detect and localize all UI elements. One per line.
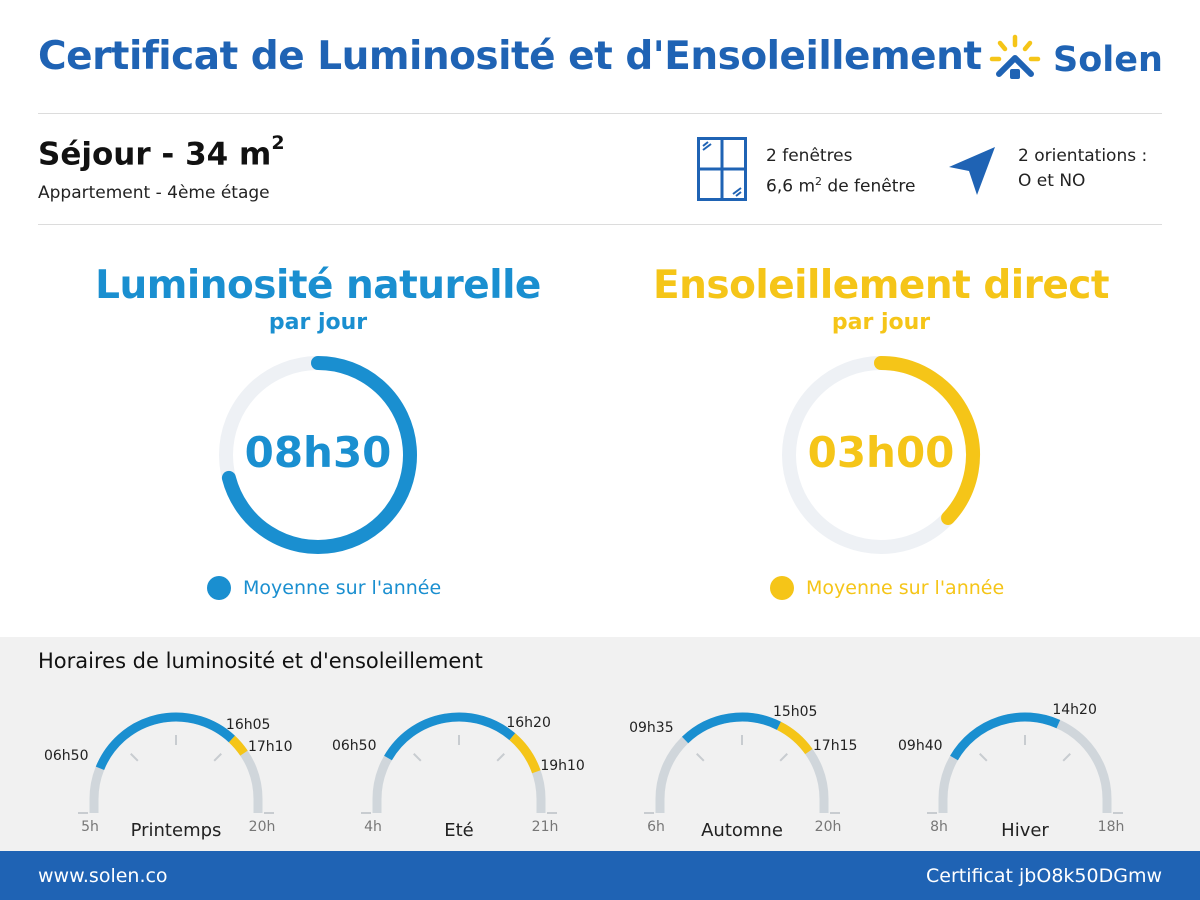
area-exponent: 2 (271, 132, 285, 154)
website-link[interactable]: www.solen.co (38, 865, 168, 887)
legend-dot (770, 576, 794, 600)
divider (38, 224, 1162, 225)
windows-area-exponent: 2 (815, 175, 822, 188)
sun-end-time: 17h15 (812, 737, 858, 754)
season-name: Printemps (130, 820, 222, 841)
schedule-section: Horaires de luminosité et d'ensoleilleme… (0, 637, 1200, 851)
orientation-count: 2 orientations : (1018, 146, 1148, 166)
season-name: Automne (701, 820, 783, 841)
gauge-tick (496, 753, 505, 762)
footer: www.solen.co Certificat jbO8k50DGmw (0, 851, 1200, 900)
season-gauge-svg (78, 712, 274, 814)
luminosity-legend: Moyenne sur l'année (207, 576, 441, 600)
luminosity-legend-label: Moyenne sur l'année (243, 577, 442, 599)
certificate-id: Certificat jbO8k50DGmw (925, 865, 1162, 887)
light-arc (384, 712, 516, 761)
sunshine-subtitle: par jour (831, 310, 931, 335)
gauge-tick (779, 753, 788, 762)
orientation-values: O et NO (1018, 171, 1086, 191)
sun-end-time: 17h10 (247, 739, 293, 756)
windows-area-suffix: de fenêtre (822, 176, 916, 197)
season-gauge-svg (361, 712, 557, 814)
light-end-time: 15h05 (772, 703, 818, 720)
schedule-title: Horaires de luminosité et d'ensoleilleme… (38, 649, 483, 673)
brand-name: Solen (1053, 40, 1163, 80)
page-title: Certificat de Luminosité et d'Ensoleille… (38, 34, 982, 79)
axis-start-hour: 5h (81, 819, 99, 835)
room-subtitle: Appartement - 4ème étage (38, 183, 270, 203)
room-title: Séjour - 34 m2 (38, 132, 285, 173)
light-start-time: 09h35 (629, 719, 674, 736)
season-name: Hiver (1001, 820, 1049, 841)
sunshine-title: Ensoleillement direct (652, 263, 1110, 308)
luminosity-subtitle: par jour (268, 310, 368, 335)
season-gauge-svg (927, 712, 1123, 814)
sun-arc (228, 735, 248, 756)
season-gauge-3: 09h35 15h05 17h15 6h 20h Automne (616, 697, 896, 851)
windows-area: 6,6 m2 de fenêtre (766, 169, 915, 200)
light-start-time: 06h50 (331, 738, 377, 754)
axis-end-hour: 20h (248, 819, 276, 835)
axis-end-hour: 20h (814, 819, 842, 835)
light-arc (95, 712, 235, 771)
orientation-info: 2 orientations : O et NO (1018, 144, 1147, 194)
gauge-tick (1062, 753, 1071, 762)
light-end-time: 16h05 (225, 717, 271, 734)
light-end-time: 16h20 (506, 714, 551, 731)
gauge-tick (979, 753, 988, 762)
gauge-tick (696, 753, 705, 762)
windows-info: 2 fenêtres 6,6 m2 de fenêtre (766, 144, 915, 200)
light-arc (681, 712, 781, 744)
light-start-time: 09h40 (898, 737, 943, 754)
axis-end-hour: 21h (531, 819, 559, 835)
direction-arrow-icon (949, 147, 995, 195)
season-gauge-2: 06h50 16h20 19h10 4h 21h Eté (331, 697, 613, 851)
light-arc (950, 712, 1061, 761)
light-start-time: 06h50 (43, 748, 89, 765)
axis-start-hour: 4h (364, 819, 382, 835)
sun-end-time: 19h10 (540, 757, 585, 774)
header: Certificat de Luminosité et d'Ensoleille… (38, 30, 1163, 90)
axis-end-hour: 18h (1097, 819, 1125, 835)
axis-start-hour: 8h (930, 819, 948, 835)
luminosity-gauge (219, 356, 417, 554)
room-name: Séjour - 34 m (38, 136, 272, 173)
luminosity-value: 08h30 (244, 428, 392, 477)
luminosity-title: Luminosité naturelle (95, 263, 541, 308)
season-track (938, 712, 1112, 813)
season-gauge-4: 09h40 14h20 8h 18h Hiver (898, 697, 1179, 851)
legend-dot (207, 576, 231, 600)
sunshine-legend: Moyenne sur l'année (770, 576, 1004, 600)
axis-start-hour: 6h (647, 819, 665, 835)
windows-area-prefix: 6,6 m (766, 176, 815, 197)
season-track (655, 712, 829, 813)
season-track (372, 712, 546, 813)
divider (38, 113, 1162, 114)
sunshine-legend-label: Moyenne sur l'année (806, 577, 1005, 599)
sun-arc (509, 733, 541, 774)
sun-arc (776, 721, 813, 755)
window-icon (697, 137, 747, 201)
season-gauge-1: 06h50 16h05 17h10 5h 20h Printemps (44, 697, 330, 851)
sunshine-gauge (782, 356, 980, 554)
season-name: Eté (444, 820, 474, 841)
solen-logo: Solen (987, 30, 1163, 90)
gauge-tick (413, 753, 422, 762)
sunshine-value: 03h00 (807, 428, 955, 477)
luminosity-gauge-arc (221, 356, 417, 554)
gauge-tick (213, 753, 222, 762)
gauge-tick (130, 753, 139, 762)
light-end-time: 14h20 (1052, 702, 1097, 719)
sunshine-gauge-arc (874, 356, 980, 525)
season-gauge-svg (644, 712, 840, 814)
sun-house-logo-icon (989, 34, 1041, 79)
windows-count: 2 fenêtres (766, 146, 853, 166)
